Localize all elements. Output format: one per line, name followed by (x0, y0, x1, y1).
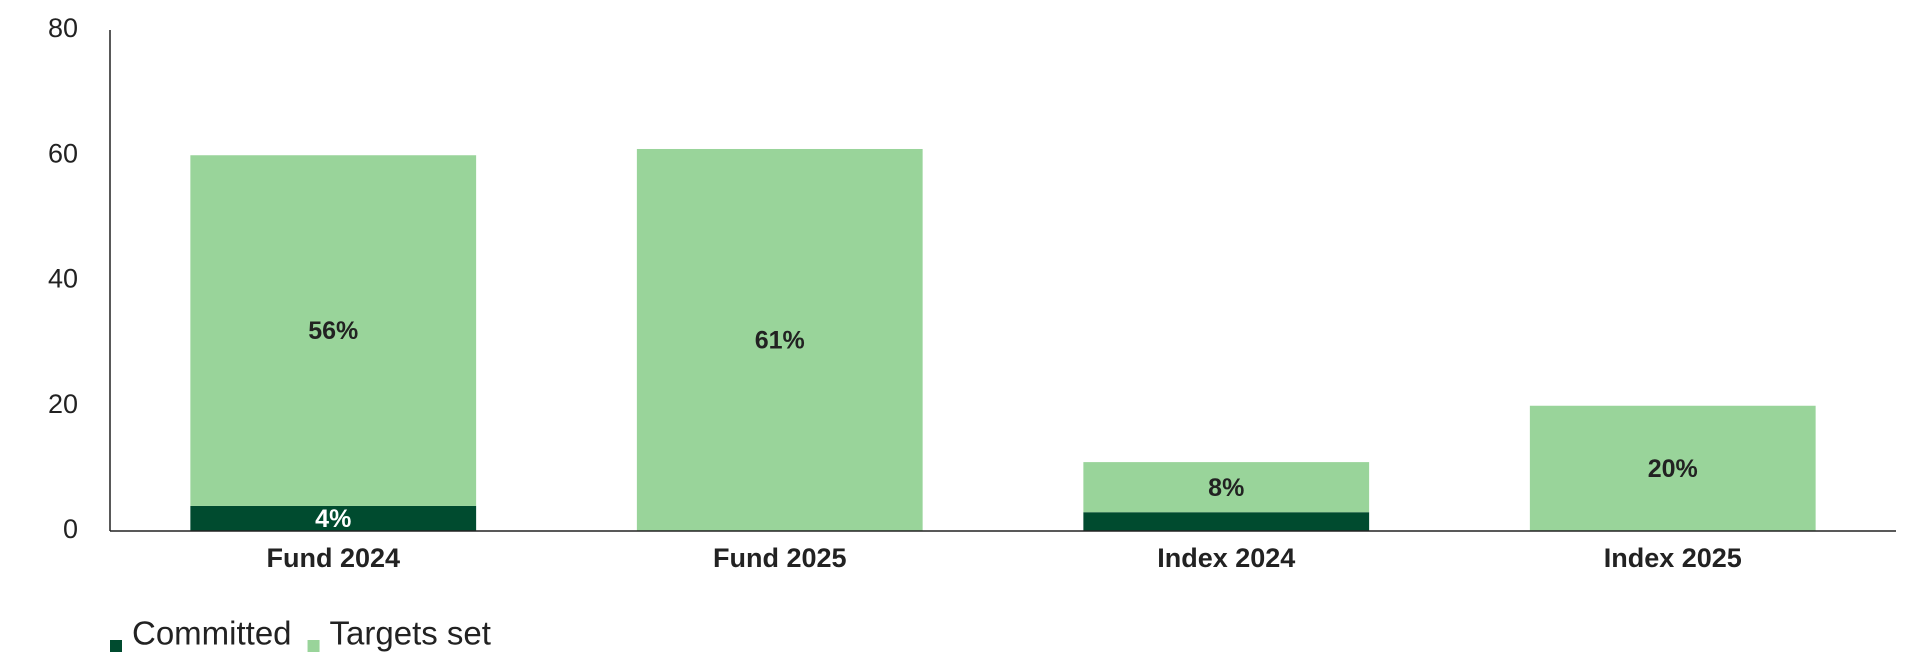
x-tick-label: Index 2024 (1157, 543, 1295, 573)
x-tick-label: Fund 2025 (713, 543, 847, 573)
y-tick-label: 40 (48, 264, 78, 294)
y-tick-label: 60 (48, 138, 78, 168)
legend-swatch (307, 640, 320, 652)
data-label: 61% (755, 327, 805, 355)
bar-segment (1083, 462, 1370, 513)
bar-segment (190, 505, 477, 531)
data-label: 8% (1208, 474, 1244, 502)
x-tick-label: Fund 2024 (266, 543, 400, 573)
x-tick-label: Index 2025 (1604, 543, 1742, 573)
bar-segment (1529, 405, 1816, 531)
y-tick-label: 20 (48, 389, 78, 419)
data-label: 56% (308, 317, 358, 345)
data-label: 4% (315, 505, 351, 533)
bar-segment (190, 155, 477, 506)
bar-segment (636, 148, 923, 532)
y-tick-label: 80 (48, 13, 78, 43)
legend-label: Targets set (330, 615, 491, 652)
y-tick-label: 0 (63, 514, 78, 544)
bar-segment (1083, 512, 1370, 531)
legend-label: Committed (132, 615, 292, 652)
legend-swatch (110, 640, 122, 652)
data-label: 20% (1648, 455, 1698, 483)
